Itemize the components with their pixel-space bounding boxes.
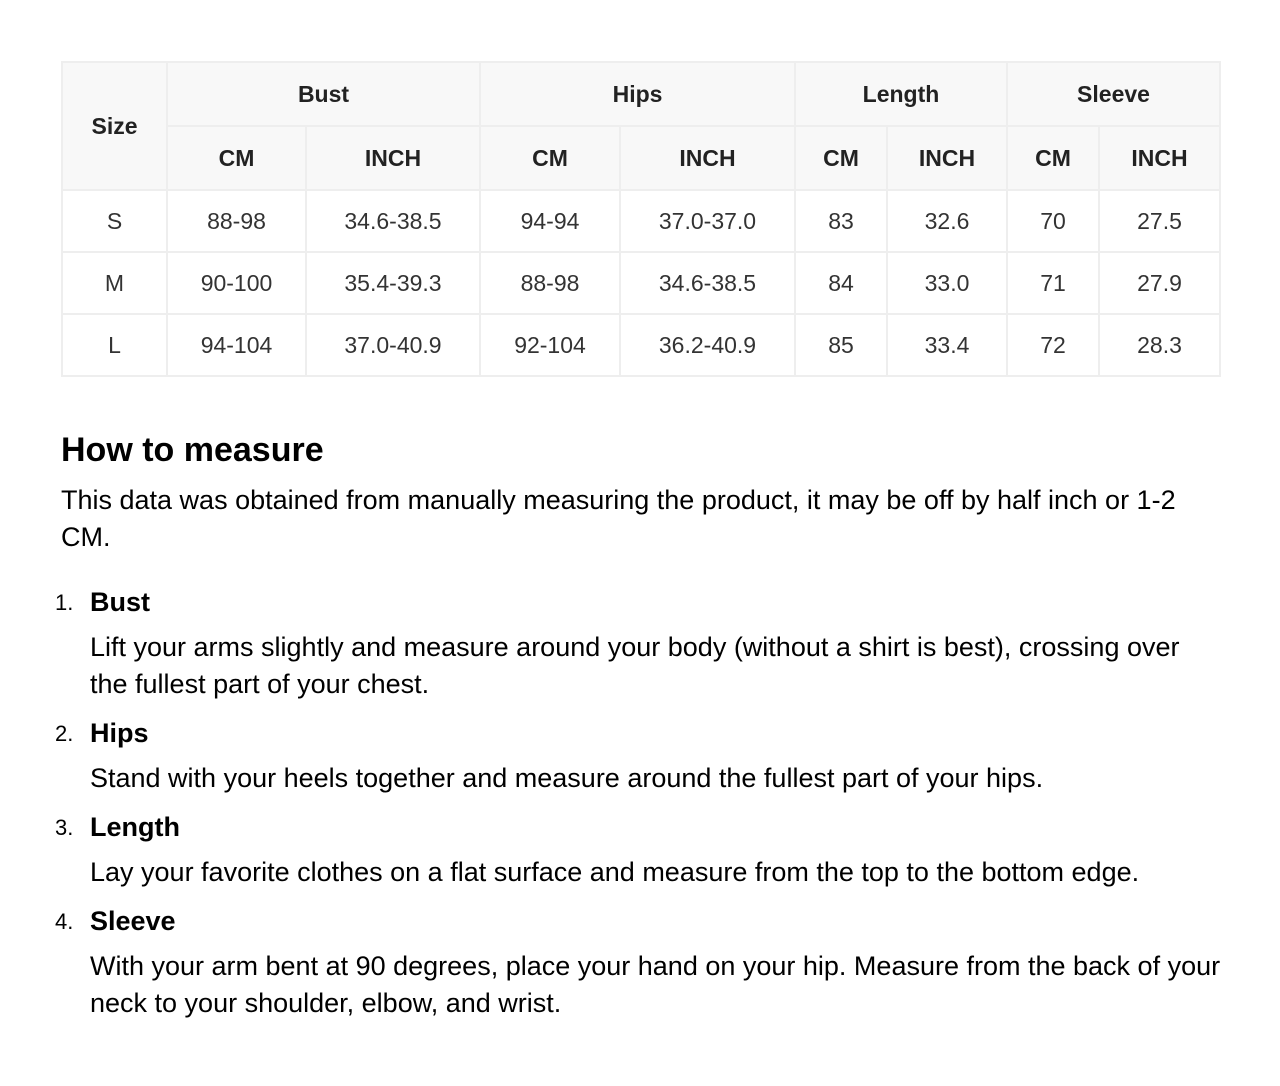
item-number: 2. xyxy=(55,721,74,746)
table-cell: 33.0 xyxy=(886,251,1008,315)
group-header-length: Length xyxy=(794,61,1008,127)
list-item: 3. Length Lay your favorite clothes on a f… xyxy=(55,809,1221,891)
group-header-sleeve: Sleeve xyxy=(1006,61,1221,127)
table-cell: 27.5 xyxy=(1098,189,1221,253)
table-cell: 27.9 xyxy=(1098,251,1221,315)
item-number: 4. xyxy=(55,909,74,934)
table-cell: 36.2-40.9 xyxy=(619,313,796,377)
table-cell: 34.6-38.5 xyxy=(305,189,481,253)
table-row: S 88-98 34.6-38.5 94-94 37.0-37.0 83 32.6 70 27.… xyxy=(61,189,1221,253)
table-cell: 94-104 xyxy=(166,313,307,377)
intro-text: This data was obtained from manually mea… xyxy=(61,485,1176,552)
group-header-hips: Hips xyxy=(479,61,796,127)
table-cell: 34.6-38.5 xyxy=(619,251,796,315)
item-description: Stand with your heels together and measu… xyxy=(90,763,1044,793)
list-item: 2. Hips Stand with your heels together and… xyxy=(55,715,1221,797)
item-title: Sleeve xyxy=(90,906,176,936)
table-cell: 28.3 xyxy=(1098,313,1221,377)
table-cell: 85 xyxy=(794,313,888,377)
unit-header: INCH xyxy=(619,125,796,191)
table-cell: 90-100 xyxy=(166,251,307,315)
measure-steps-list: 1. Bust Lift your arms slightly and measur… xyxy=(55,584,1221,1022)
table-cell: 83 xyxy=(794,189,888,253)
size-header: Size xyxy=(61,61,168,191)
unit-header: CM xyxy=(794,125,888,191)
table-cell: 37.0-40.9 xyxy=(305,313,481,377)
table-cell: 88-98 xyxy=(166,189,307,253)
size-cell: M xyxy=(61,251,168,315)
table-row: M 90-100 35.4-39.3 88-98 34.6-38.5 84 33.0 71 27… xyxy=(61,251,1221,315)
table-cell: 33.4 xyxy=(886,313,1008,377)
item-number: 1. xyxy=(55,590,74,615)
item-title: Hips xyxy=(90,718,149,748)
header-row-units: CM INCH CM INCH CM INCH CM INCH xyxy=(62,125,1221,191)
unit-header: INCH xyxy=(305,125,481,191)
list-item: 4. Sleeve With your arm bent at 90 degrees… xyxy=(55,903,1221,1022)
unit-header: CM xyxy=(479,125,621,191)
table-cell: 32.6 xyxy=(886,189,1008,253)
group-header-bust: Bust xyxy=(166,61,481,127)
item-description: With your arm bent at 90 degrees, place … xyxy=(90,951,1221,1018)
item-description: Lift your arms slightly and measure arou… xyxy=(90,632,1180,699)
unit-header: CM xyxy=(166,125,307,191)
table-cell: 92-104 xyxy=(479,313,621,377)
section-title: How to measure xyxy=(61,431,324,469)
header-row-groups: Size Bust Hips Length Sleeve xyxy=(61,61,1221,191)
list-item: 1. Bust Lift your arms slightly and measur… xyxy=(55,584,1221,703)
table-row: L 94-104 37.0-40.9 92-104 36.2-40.9 85 33.4 72 2… xyxy=(61,313,1221,377)
size-cell: L xyxy=(61,313,168,377)
unit-header: CM xyxy=(1006,125,1100,191)
table-cell: 88-98 xyxy=(479,251,621,315)
table-cell: 35.4-39.3 xyxy=(305,251,481,315)
table-cell: 94-94 xyxy=(479,189,621,253)
table-cell: 71 xyxy=(1006,251,1100,315)
item-title: Bust xyxy=(90,587,150,617)
item-description: Lay your favorite clothes on a flat surf… xyxy=(90,857,1140,887)
how-to-measure-section: How to measure This data was obtained fr… xyxy=(55,428,1221,1034)
table-cell: 84 xyxy=(794,251,888,315)
item-number: 3. xyxy=(55,815,74,840)
item-title: Length xyxy=(90,812,180,842)
table-cell: 72 xyxy=(1006,313,1100,377)
table-cell: 37.0-37.0 xyxy=(619,189,796,253)
table-cell: 70 xyxy=(1006,189,1100,253)
unit-header: INCH xyxy=(1098,125,1221,191)
unit-header: INCH xyxy=(886,125,1008,191)
size-cell: S xyxy=(61,189,168,253)
size-chart-table: Size Bust Hips Length Sleeve CM INCH CM INC… xyxy=(61,61,1221,377)
